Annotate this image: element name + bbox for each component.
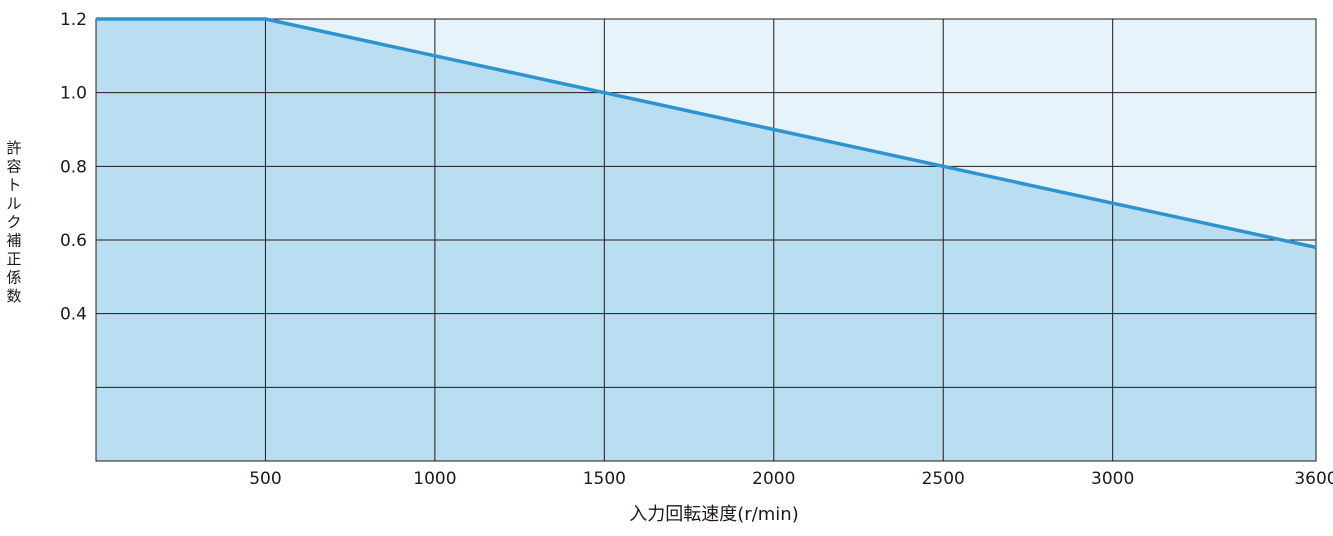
x-tick-label: 1500 — [583, 469, 626, 489]
x-tick-label: 2500 — [922, 469, 965, 489]
x-axis-label: 入力回転速度(r/min) — [629, 504, 798, 525]
y-tick-label: 0.4 — [60, 305, 87, 325]
y-tick-label: 1.0 — [60, 84, 87, 104]
x-tick-label: 3000 — [1091, 469, 1134, 489]
grid-layer — [95, 18, 1317, 462]
y-axis-label: 許容トルク補正係数 — [6, 139, 21, 305]
plot-frame — [95, 18, 1317, 462]
y-tick-label: 1.2 — [60, 10, 87, 30]
x-tick-label: 3600 — [1294, 469, 1333, 489]
series-line — [96, 17, 1317, 250]
line-layer — [96, 17, 1317, 250]
y-tick-label: 0.8 — [60, 157, 87, 177]
tick-label-layer: 500 1000 1500 2000 2500 3000 3600 0.4 0.6 0.8 1.0 1… — [60, 10, 1333, 489]
y-tick-label: 0.6 — [60, 231, 87, 251]
x-tick-label: 500 — [249, 469, 281, 489]
x-tick-label: 1000 — [413, 469, 456, 489]
x-tick-label: 2000 — [752, 469, 795, 489]
